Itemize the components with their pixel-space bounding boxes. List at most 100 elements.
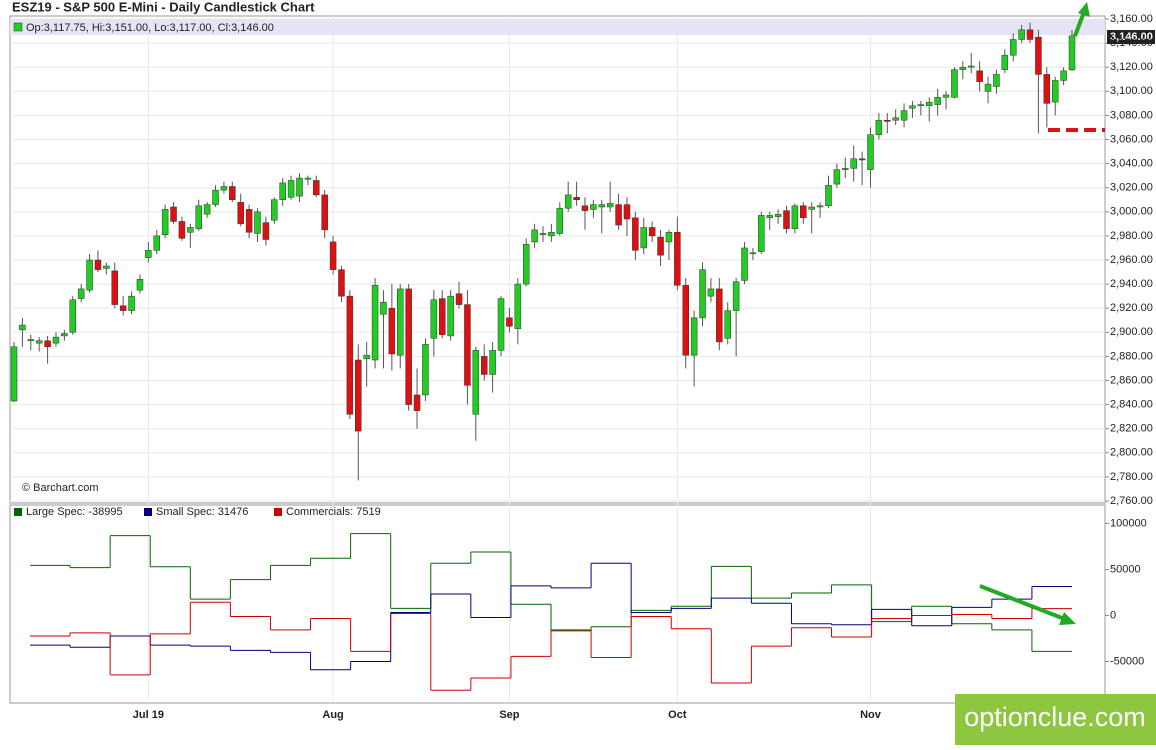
candle-body	[388, 307, 396, 355]
y-tick-label: 2,880.00	[1110, 350, 1153, 362]
watermark-box	[955, 694, 1156, 745]
candle-body	[741, 247, 748, 281]
candle-body	[909, 105, 916, 109]
candle-body	[254, 211, 261, 234]
candle-body	[27, 339, 35, 341]
candle-body	[648, 227, 656, 237]
candle-body	[103, 265, 110, 269]
candle-body	[1035, 36, 1042, 75]
candle-body	[682, 285, 689, 356]
last-price-label: 3,146.00	[1110, 31, 1153, 43]
y-tick-label: 3,040.00	[1110, 158, 1153, 170]
candle-body	[44, 340, 51, 348]
candle-body	[279, 182, 286, 201]
candle-body	[1060, 70, 1067, 81]
candle-body	[287, 180, 295, 198]
candle-body	[397, 288, 404, 356]
candle-body	[464, 304, 471, 386]
y-tick-label: -50000	[1110, 655, 1144, 667]
down-arrow-head	[1059, 612, 1076, 625]
ohlc-label: Op:3,117.75, Hi:3,151.00, Lo:3,117.00, C…	[26, 22, 274, 34]
candle-body	[850, 158, 857, 169]
candle-body	[875, 119, 883, 135]
y-tick-label: 3,140.00	[1110, 37, 1153, 49]
candle-body	[355, 359, 362, 432]
candle-body	[245, 209, 253, 233]
legend-swatch	[14, 508, 22, 516]
candle-body	[791, 205, 799, 229]
candle-body	[842, 168, 849, 170]
y-tick-label: 2,860.00	[1110, 374, 1153, 386]
candle-body	[749, 252, 757, 255]
candle-body	[657, 236, 664, 256]
legend-label: Commercials: 7519	[286, 506, 381, 518]
candle-body	[153, 235, 160, 251]
candle-body	[699, 269, 706, 319]
candle-body	[455, 293, 463, 305]
candle-body	[926, 101, 933, 107]
candle-body	[69, 299, 77, 333]
y-tick-label: 2,900.00	[1110, 326, 1153, 338]
candle-body	[774, 213, 782, 217]
y-tick-label: 3,080.00	[1110, 109, 1153, 121]
up-arrow-head	[1078, 2, 1090, 17]
candle-body	[203, 204, 211, 215]
source: © Barchart.com	[22, 482, 99, 494]
candle-body	[61, 333, 68, 337]
candle-body	[229, 186, 236, 200]
candle-body	[237, 201, 244, 225]
candle-body	[1026, 29, 1034, 40]
candle-body	[329, 241, 337, 270]
candle-body	[262, 222, 270, 240]
candle-body	[900, 110, 908, 121]
candle-body	[590, 204, 597, 210]
candle-body	[732, 281, 740, 311]
candle-body	[119, 305, 127, 311]
candle-body	[766, 215, 773, 219]
watermark: optionclue.com	[964, 702, 1146, 732]
candle-body	[884, 119, 891, 122]
last-price-box	[1107, 30, 1155, 44]
candle-body	[522, 244, 530, 285]
marks	[10, 22, 1076, 691]
candle-body	[967, 65, 975, 68]
candle-body	[178, 221, 186, 239]
legend-swatch	[274, 508, 282, 516]
candle-body	[296, 177, 303, 197]
x-tick-label: Jul 19	[133, 709, 164, 721]
candle-body	[573, 197, 580, 200]
candle-body	[10, 346, 18, 402]
ohlc-strip	[10, 19, 1105, 35]
candle-body	[623, 204, 631, 220]
candle-body	[808, 206, 815, 210]
candle-body	[564, 194, 572, 209]
candle-body	[615, 204, 622, 226]
down-arrow	[979, 584, 1063, 620]
x-tick-label: Sep	[499, 709, 519, 721]
candle-body	[951, 69, 958, 98]
candle-body	[472, 350, 480, 415]
candle-body	[892, 117, 899, 121]
candle-body	[1001, 54, 1009, 70]
candle-body	[346, 295, 354, 415]
candle-body	[422, 344, 429, 396]
candle-body	[405, 288, 412, 405]
y-tick-label: 3,160.00	[1110, 13, 1153, 25]
candle-body	[52, 336, 60, 344]
candle-body	[506, 317, 513, 327]
chart-title: ESZ19 - S&P 500 E-Mini - Daily Candlesti…	[12, 0, 315, 14]
y-tick-label: 2,980.00	[1110, 230, 1153, 242]
candle-body	[35, 340, 43, 344]
candle-body	[867, 134, 874, 170]
candle-body	[313, 180, 320, 196]
candle-body	[145, 250, 152, 258]
candle-body	[800, 205, 807, 219]
candle-body	[371, 285, 379, 361]
candle-body	[94, 259, 102, 270]
grid	[10, 16, 1109, 703]
candle-body	[934, 97, 941, 105]
candle-body	[338, 269, 345, 297]
candle-body	[993, 74, 1000, 87]
candle-body	[1068, 35, 1076, 71]
